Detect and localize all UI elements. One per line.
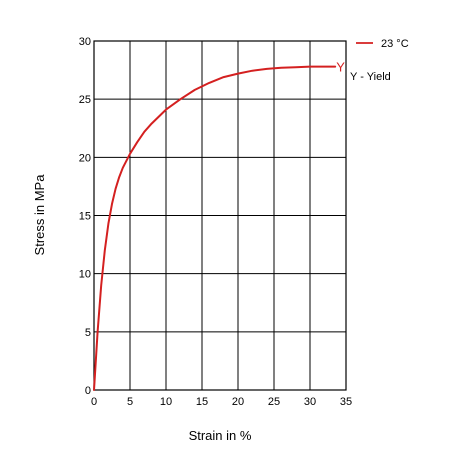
tick-labels: 0 5 10 15 20 25 30 35 0 5 10 15 20 25 30: [79, 36, 352, 408]
y-tick-label-5: 5: [85, 327, 91, 339]
y-axis-title: Stress in MPa: [32, 174, 47, 256]
grid: [94, 41, 346, 390]
y-tick-label-10: 10: [79, 269, 91, 281]
series-line-0: [93, 65, 337, 391]
yield-marker: Y: [336, 60, 345, 75]
x-tick-label-15: 15: [196, 396, 208, 408]
plot-frame: [93, 40, 347, 391]
legend-label-23c: 23 °C: [381, 38, 409, 50]
x-tick-label-5: 5: [127, 396, 133, 408]
x-tick-label-30: 30: [304, 396, 316, 408]
y-tick-label-30: 30: [79, 36, 91, 48]
x-tick-label-0: 0: [91, 396, 97, 408]
x-tick-label-35: 35: [340, 396, 352, 408]
y-tick-label-20: 20: [79, 152, 91, 164]
legend: 23 °C Y - Yield: [350, 38, 409, 83]
y-tick-label-25: 25: [79, 94, 91, 106]
y-tick-label-15: 15: [79, 211, 91, 223]
x-tick-label-10: 10: [160, 396, 172, 408]
legend-label-yield: Y - Yield: [350, 71, 391, 83]
y-tick-label-0: 0: [85, 385, 91, 397]
series: Y: [93, 60, 345, 391]
x-tick-label-25: 25: [268, 396, 280, 408]
x-axis-title: Strain in %: [189, 428, 252, 443]
x-tick-label-20: 20: [232, 396, 244, 408]
